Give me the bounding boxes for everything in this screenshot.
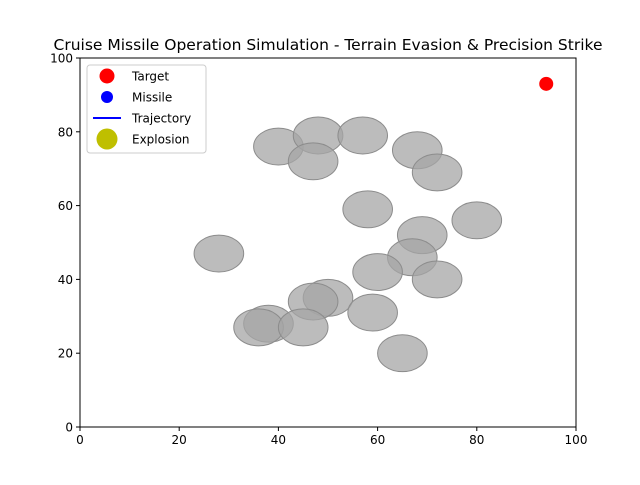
x-tick-label: 60: [370, 433, 385, 447]
marker-group: [539, 76, 554, 91]
obstacle-circle: [277, 308, 329, 347]
obstacle-circle: [411, 153, 463, 192]
obstacle-circle: [352, 253, 403, 291]
obstacle-circle: [347, 293, 398, 332]
x-tick-label: 80: [469, 433, 484, 447]
legend-label: Missile: [132, 91, 172, 105]
legend-marker-swatch: [101, 91, 113, 103]
y-tick-label: 100: [50, 52, 73, 66]
legend-marker-swatch: [99, 68, 115, 84]
obstacle-circle: [233, 308, 284, 347]
obstacle-circle: [193, 234, 245, 273]
chart-title: Cruise Missile Operation Simulation - Te…: [54, 36, 603, 54]
y-tick-label: 0: [65, 421, 73, 435]
y-tick-label: 40: [58, 273, 73, 287]
legend-label: Explosion: [132, 133, 190, 147]
x-tick-label: 0: [76, 433, 84, 447]
legend-label: Trajectory: [131, 112, 191, 126]
obstacle-circle: [377, 334, 428, 373]
y-tick-label: 20: [58, 347, 73, 361]
y-tick-label: 60: [58, 199, 73, 213]
obstacle-group: [193, 116, 503, 373]
x-tick-label: 100: [565, 433, 588, 447]
y-axis: 0 20 40 60 80 100: [50, 52, 80, 435]
legend: Target Missile Trajectory Explosion: [86, 64, 207, 154]
legend-marker-swatch: [96, 128, 118, 150]
y-tick-label: 80: [58, 125, 73, 139]
target-marker: [539, 76, 554, 91]
x-axis: 0 20 40 60 80 100: [76, 427, 587, 447]
obstacle-circle: [337, 116, 389, 155]
legend-box: [86, 64, 207, 154]
x-tick-label: 20: [172, 433, 187, 447]
obstacle-circle: [342, 190, 393, 229]
legend-label: Target: [131, 70, 169, 84]
obstacle-circle: [411, 260, 463, 299]
obstacle-circle: [451, 201, 503, 240]
obstacle-circle: [287, 142, 339, 181]
plot-frame: [79, 57, 577, 428]
x-tick-label: 40: [271, 433, 286, 447]
